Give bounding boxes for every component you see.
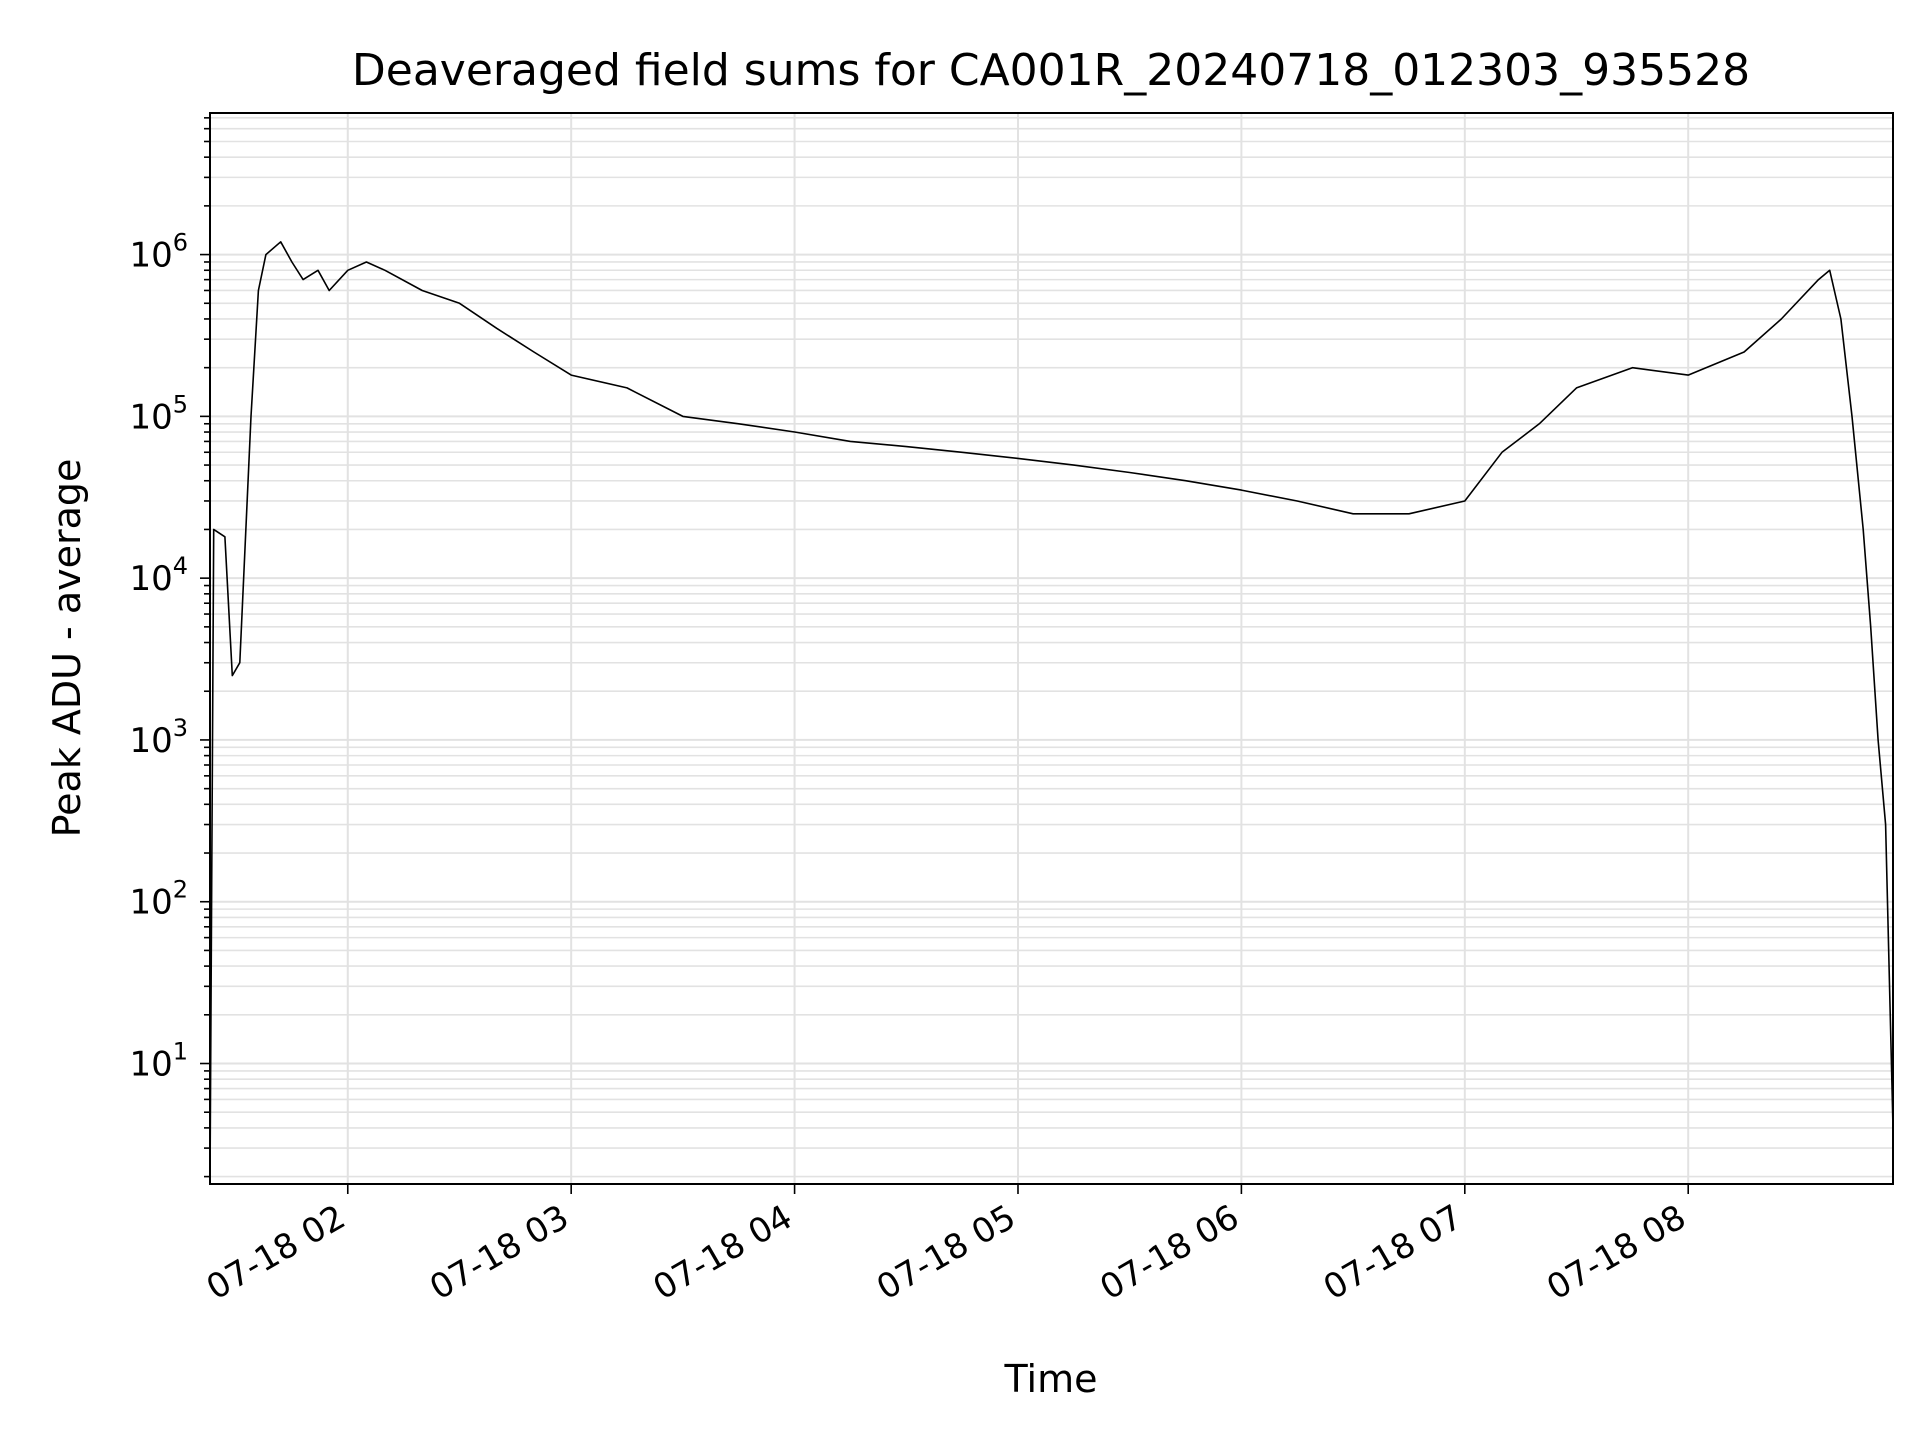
y-tick-label: 106 (129, 229, 188, 276)
x-tick-label: 07-18 04 (647, 1197, 799, 1308)
x-tick-label: 07-18 08 (1540, 1197, 1692, 1308)
y-tick-label: 103 (129, 714, 188, 761)
x-tick-label: 07-18 02 (200, 1197, 352, 1308)
x-tick-label: 07-18 06 (1094, 1197, 1246, 1308)
plot-frame (209, 112, 1894, 1185)
y-tick-label: 105 (129, 390, 188, 437)
y-tick-label: 101 (129, 1038, 188, 1085)
x-tick-label: 07-18 07 (1317, 1197, 1469, 1308)
grid (210, 113, 1893, 1184)
axes: 101 102 103 104 105 106 07-18 02 07-18 03 07-18 … (129, 117, 1693, 1308)
y-tick-label: 104 (129, 552, 188, 599)
data-layer (210, 241, 1893, 1184)
x-axis-label: Time (1004, 1357, 1098, 1401)
chart-title: Deaveraged field sums for CA001R_2024071… (352, 45, 1750, 96)
x-tick-label: 07-18 03 (423, 1197, 575, 1308)
y-axis-label: Peak ADU - average (45, 459, 89, 838)
x-tick-label: 07-18 05 (870, 1197, 1022, 1308)
series-line (210, 241, 1893, 1184)
y-tick-label: 102 (129, 876, 188, 923)
